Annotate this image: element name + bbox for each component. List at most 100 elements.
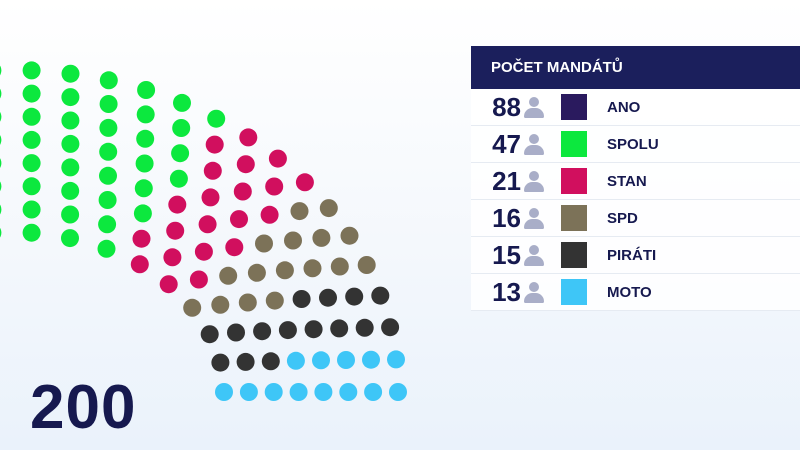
seat-spolu xyxy=(0,181,2,192)
seat-spd xyxy=(265,291,284,310)
seat-piráti xyxy=(304,320,323,339)
legend: POČET MANDÁTŮ 88 ANO 47 SPOLU 21 STAN 16 SP… xyxy=(471,46,800,311)
seat-moto xyxy=(286,351,305,370)
seat-moto xyxy=(289,383,308,401)
legend-row-piráti: 15 PIRÁTI xyxy=(471,237,800,274)
parliament-hemicycle xyxy=(0,61,407,401)
seat-stan xyxy=(236,155,255,174)
seat-count: 47 xyxy=(492,128,521,159)
seat-spolu xyxy=(135,154,154,173)
total-seats: 200 xyxy=(30,373,137,442)
seat-spolu xyxy=(61,229,79,248)
person-icon xyxy=(523,206,545,230)
seat-spolu xyxy=(97,239,116,258)
party-name: MOTO xyxy=(607,283,652,301)
seat-spolu xyxy=(0,135,2,145)
seat-stan xyxy=(295,173,314,192)
seat-spolu xyxy=(22,223,41,242)
seat-moto xyxy=(239,383,258,401)
seat-stan xyxy=(198,215,217,234)
seat-moto xyxy=(387,350,405,369)
seat-spolu xyxy=(134,179,153,198)
seat-stan xyxy=(194,242,213,261)
party-name: PIRÁTI xyxy=(607,246,657,264)
seat-moto xyxy=(362,350,380,369)
seat-spolu xyxy=(61,111,80,130)
seat-stan xyxy=(130,255,149,274)
seat-spolu xyxy=(99,118,118,137)
seat-stan xyxy=(189,270,208,289)
seat-spd xyxy=(312,228,331,247)
seat-spd xyxy=(330,257,349,276)
seat-spd xyxy=(340,226,359,245)
seat-spolu xyxy=(22,107,41,126)
seat-spd xyxy=(275,261,294,280)
seat-stan xyxy=(233,182,252,201)
seat-moto xyxy=(389,383,407,401)
seat-spd xyxy=(211,295,230,314)
seat-moto xyxy=(337,351,355,369)
legend-row-spd: 16 SPD xyxy=(471,200,800,237)
seat-piráti xyxy=(292,290,311,308)
seat-spd xyxy=(319,199,338,218)
seat-spolu xyxy=(61,181,80,200)
seat-spolu xyxy=(99,166,117,185)
legend-row-moto: 13 MOTO xyxy=(471,274,800,311)
seat-piráti xyxy=(278,321,297,340)
seat-stan xyxy=(268,149,287,168)
seat-stan xyxy=(239,128,258,147)
seat-piráti xyxy=(355,318,374,337)
seat-stan xyxy=(265,177,284,196)
party-color-swatch xyxy=(561,205,587,231)
seat-piráti xyxy=(319,288,337,307)
seat-spolu xyxy=(22,177,41,196)
seat-moto xyxy=(215,383,233,401)
party-name: SPD xyxy=(607,209,638,227)
seat-moto xyxy=(312,351,330,370)
party-color-swatch xyxy=(561,168,587,194)
seat-moto xyxy=(314,383,333,401)
person-icon xyxy=(523,169,545,193)
seat-spolu xyxy=(61,134,80,153)
seat-stan xyxy=(166,221,185,240)
seat-spolu xyxy=(137,81,156,99)
seat-spd xyxy=(183,298,202,317)
seat-spolu xyxy=(169,169,188,188)
seat-spolu xyxy=(61,205,80,224)
party-color-swatch xyxy=(561,242,587,268)
seat-spolu xyxy=(98,215,117,234)
seat-stan xyxy=(205,135,224,154)
seat-stan xyxy=(159,275,178,294)
legend-title: POČET MANDÁTŮ xyxy=(471,46,800,89)
party-color-swatch xyxy=(561,94,587,120)
party-name: STAN xyxy=(607,172,647,190)
seat-stan xyxy=(201,188,220,207)
seat-count: 16 xyxy=(492,202,521,233)
seat-spolu xyxy=(133,204,152,223)
seat-spolu xyxy=(0,158,2,168)
seat-stan xyxy=(132,229,151,248)
seat-stan xyxy=(260,205,279,224)
legend-row-stan: 21 STAN xyxy=(471,163,800,200)
seat-stan xyxy=(168,195,187,214)
seat-spd xyxy=(284,231,302,250)
seat-spolu xyxy=(136,105,155,124)
seat-spolu xyxy=(61,64,80,83)
legend-row-spolu: 47 SPOLU xyxy=(471,126,800,163)
seat-spolu xyxy=(22,130,41,149)
seat-spolu xyxy=(61,88,80,107)
seat-spolu xyxy=(172,119,191,137)
party-name: SPOLU xyxy=(607,135,659,153)
party-color-swatch xyxy=(561,131,587,157)
seat-stan xyxy=(163,248,182,267)
seat-spd xyxy=(290,202,309,221)
seat-spolu xyxy=(0,88,2,99)
seat-piráti xyxy=(371,286,390,305)
seat-moto xyxy=(364,383,383,401)
person-icon xyxy=(523,280,545,304)
seat-spolu xyxy=(22,61,41,80)
seat-spolu xyxy=(22,84,41,103)
seat-spolu xyxy=(22,200,41,219)
legend-row-ano: 88 ANO xyxy=(471,89,800,126)
seat-piráti xyxy=(211,353,230,372)
